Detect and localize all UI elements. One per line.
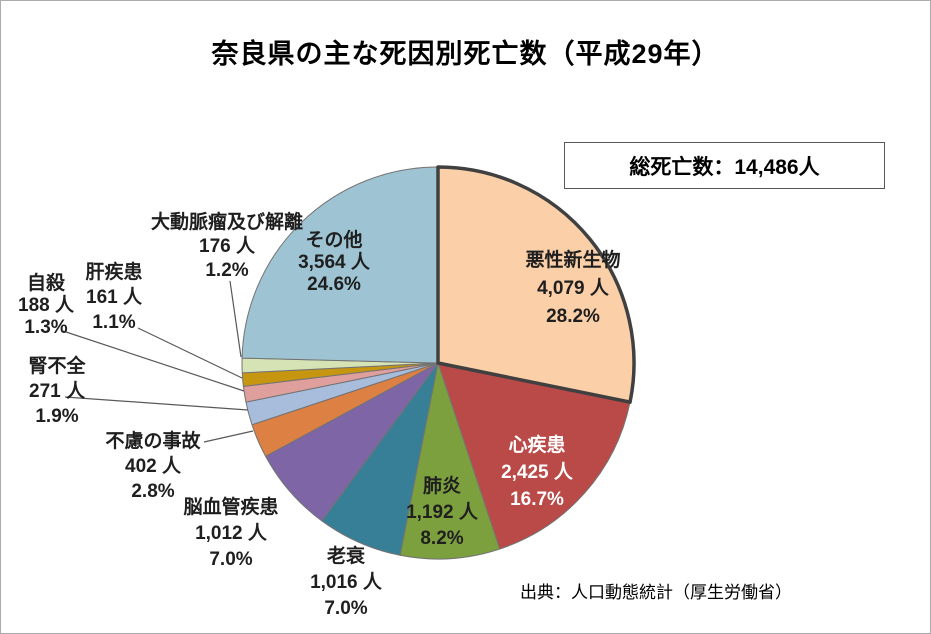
leader-line-大動脈瘤及び解離 [229, 280, 242, 358]
slice-label-肺炎: 肺炎 1,192 人 8.2% [406, 475, 479, 549]
slice-label-心疾患: 心疾患 2,425 人 16.7% [501, 433, 574, 510]
slice-label-腎不全: 腎不全 271 人 1.9% [28, 354, 86, 427]
leader-line-腎不全 [64, 396, 249, 411]
chart-title: 奈良県の主な死因別死亡数（平成29年） [211, 39, 720, 69]
slice-label-脳血管疾患: 脳血管疾患 1,012 人 7.0% [182, 495, 278, 570]
source-note: 出典：人口動態統計（厚生労働省） [520, 583, 792, 602]
total-deaths-label: 総死亡数：14,486人 [629, 155, 820, 179]
total-deaths-box: 総死亡数：14,486人 [564, 142, 885, 189]
leader-line-自殺 [62, 330, 245, 392]
slice-label-その他: その他 3,564 人 24.6% [298, 228, 371, 295]
pie-slice-肺炎 [399, 362, 501, 560]
pie-slice-心疾患 [437, 362, 631, 550]
leader-line-肝疾患 [137, 327, 243, 379]
slice-label-肝疾患: 肝疾患 161 人 1.1% [85, 260, 142, 333]
slice-label-老衰: 老衰 1,016 人 7.0% [310, 544, 383, 619]
slice-label-悪性新生物: 悪性新生物 4,079 人 28.2% [525, 248, 620, 327]
pie-slice-その他 [241, 166, 439, 364]
slice-label-大動脈瘤及び解離: 大動脈瘤及び解離 176 人 1.2% [151, 210, 303, 281]
slice-label-自殺: 自殺 188 人 1.3% [18, 271, 75, 338]
pie-slice-悪性新生物 [436, 165, 636, 404]
slice-label-不慮の事故: 不慮の事故 402 人 2.8% [105, 429, 201, 502]
leader-line-不慮の事故 [203, 430, 254, 443]
